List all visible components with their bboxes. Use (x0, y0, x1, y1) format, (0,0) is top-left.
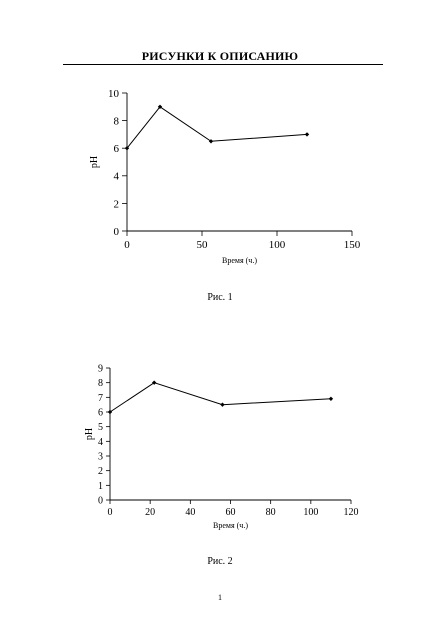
x-tick-label: 0 (108, 507, 113, 518)
x-tick-label: 20 (145, 507, 155, 518)
data-point-marker (220, 402, 225, 407)
y-tick-label: 2 (98, 466, 103, 477)
y-axis-title: pH (84, 428, 95, 440)
y-tick-label: 6 (98, 408, 103, 419)
y-tick-label: 0 (98, 496, 103, 507)
data-point-marker (304, 132, 310, 137)
x-tick-label: 150 (344, 239, 361, 251)
y-tick-label: 10 (108, 88, 120, 100)
x-tick-label: 40 (185, 507, 195, 518)
y-tick-label: 4 (114, 171, 120, 183)
y-tick-label: 4 (98, 437, 103, 448)
y-axis-title: pH (89, 156, 100, 168)
figure-2-caption: Рис. 2 (207, 556, 233, 567)
y-tick-label: 6 (114, 143, 120, 155)
data-point-marker (328, 396, 334, 401)
data-point-marker (208, 139, 214, 144)
x-tick-label: 120 (344, 507, 359, 518)
x-axis-title: Время (ч.) (222, 256, 257, 265)
header-rule (63, 64, 383, 65)
x-tick-label: 80 (266, 507, 276, 518)
x-tick-label: 60 (226, 507, 236, 518)
x-tick-label: 100 (303, 507, 318, 518)
data-point-marker (157, 104, 163, 109)
data-point-marker (107, 409, 113, 415)
page-number: 1 (218, 593, 222, 602)
y-tick-label: 5 (98, 422, 103, 433)
x-tick-label: 50 (197, 239, 209, 251)
data-point-marker (151, 380, 157, 385)
y-tick-label: 8 (114, 115, 120, 127)
y-tick-label: 9 (98, 364, 103, 375)
series-line (109, 382, 331, 413)
y-tick-label: 7 (98, 393, 103, 404)
x-tick-label: 0 (124, 239, 130, 251)
series-line (126, 106, 308, 149)
y-tick-label: 0 (114, 226, 120, 238)
y-tick-label: 3 (98, 452, 103, 463)
chart-2: 0 1 2 3 4 5 6 7 8 9 0 20 40 60 80 100 120 Время (ч.) pH (84, 364, 359, 531)
figure-1-caption: Рис. 1 (207, 292, 233, 303)
y-tick-label: 1 (98, 481, 103, 492)
page-header: РИСУНКИ К ОПИСАНИЮ (141, 49, 299, 63)
y-tick-label: 2 (114, 198, 120, 210)
x-axis-title: Время (ч.) (213, 521, 248, 530)
y-tick-label: 8 (98, 378, 103, 389)
x-tick-label: 100 (269, 239, 286, 251)
data-point-marker (124, 146, 130, 151)
